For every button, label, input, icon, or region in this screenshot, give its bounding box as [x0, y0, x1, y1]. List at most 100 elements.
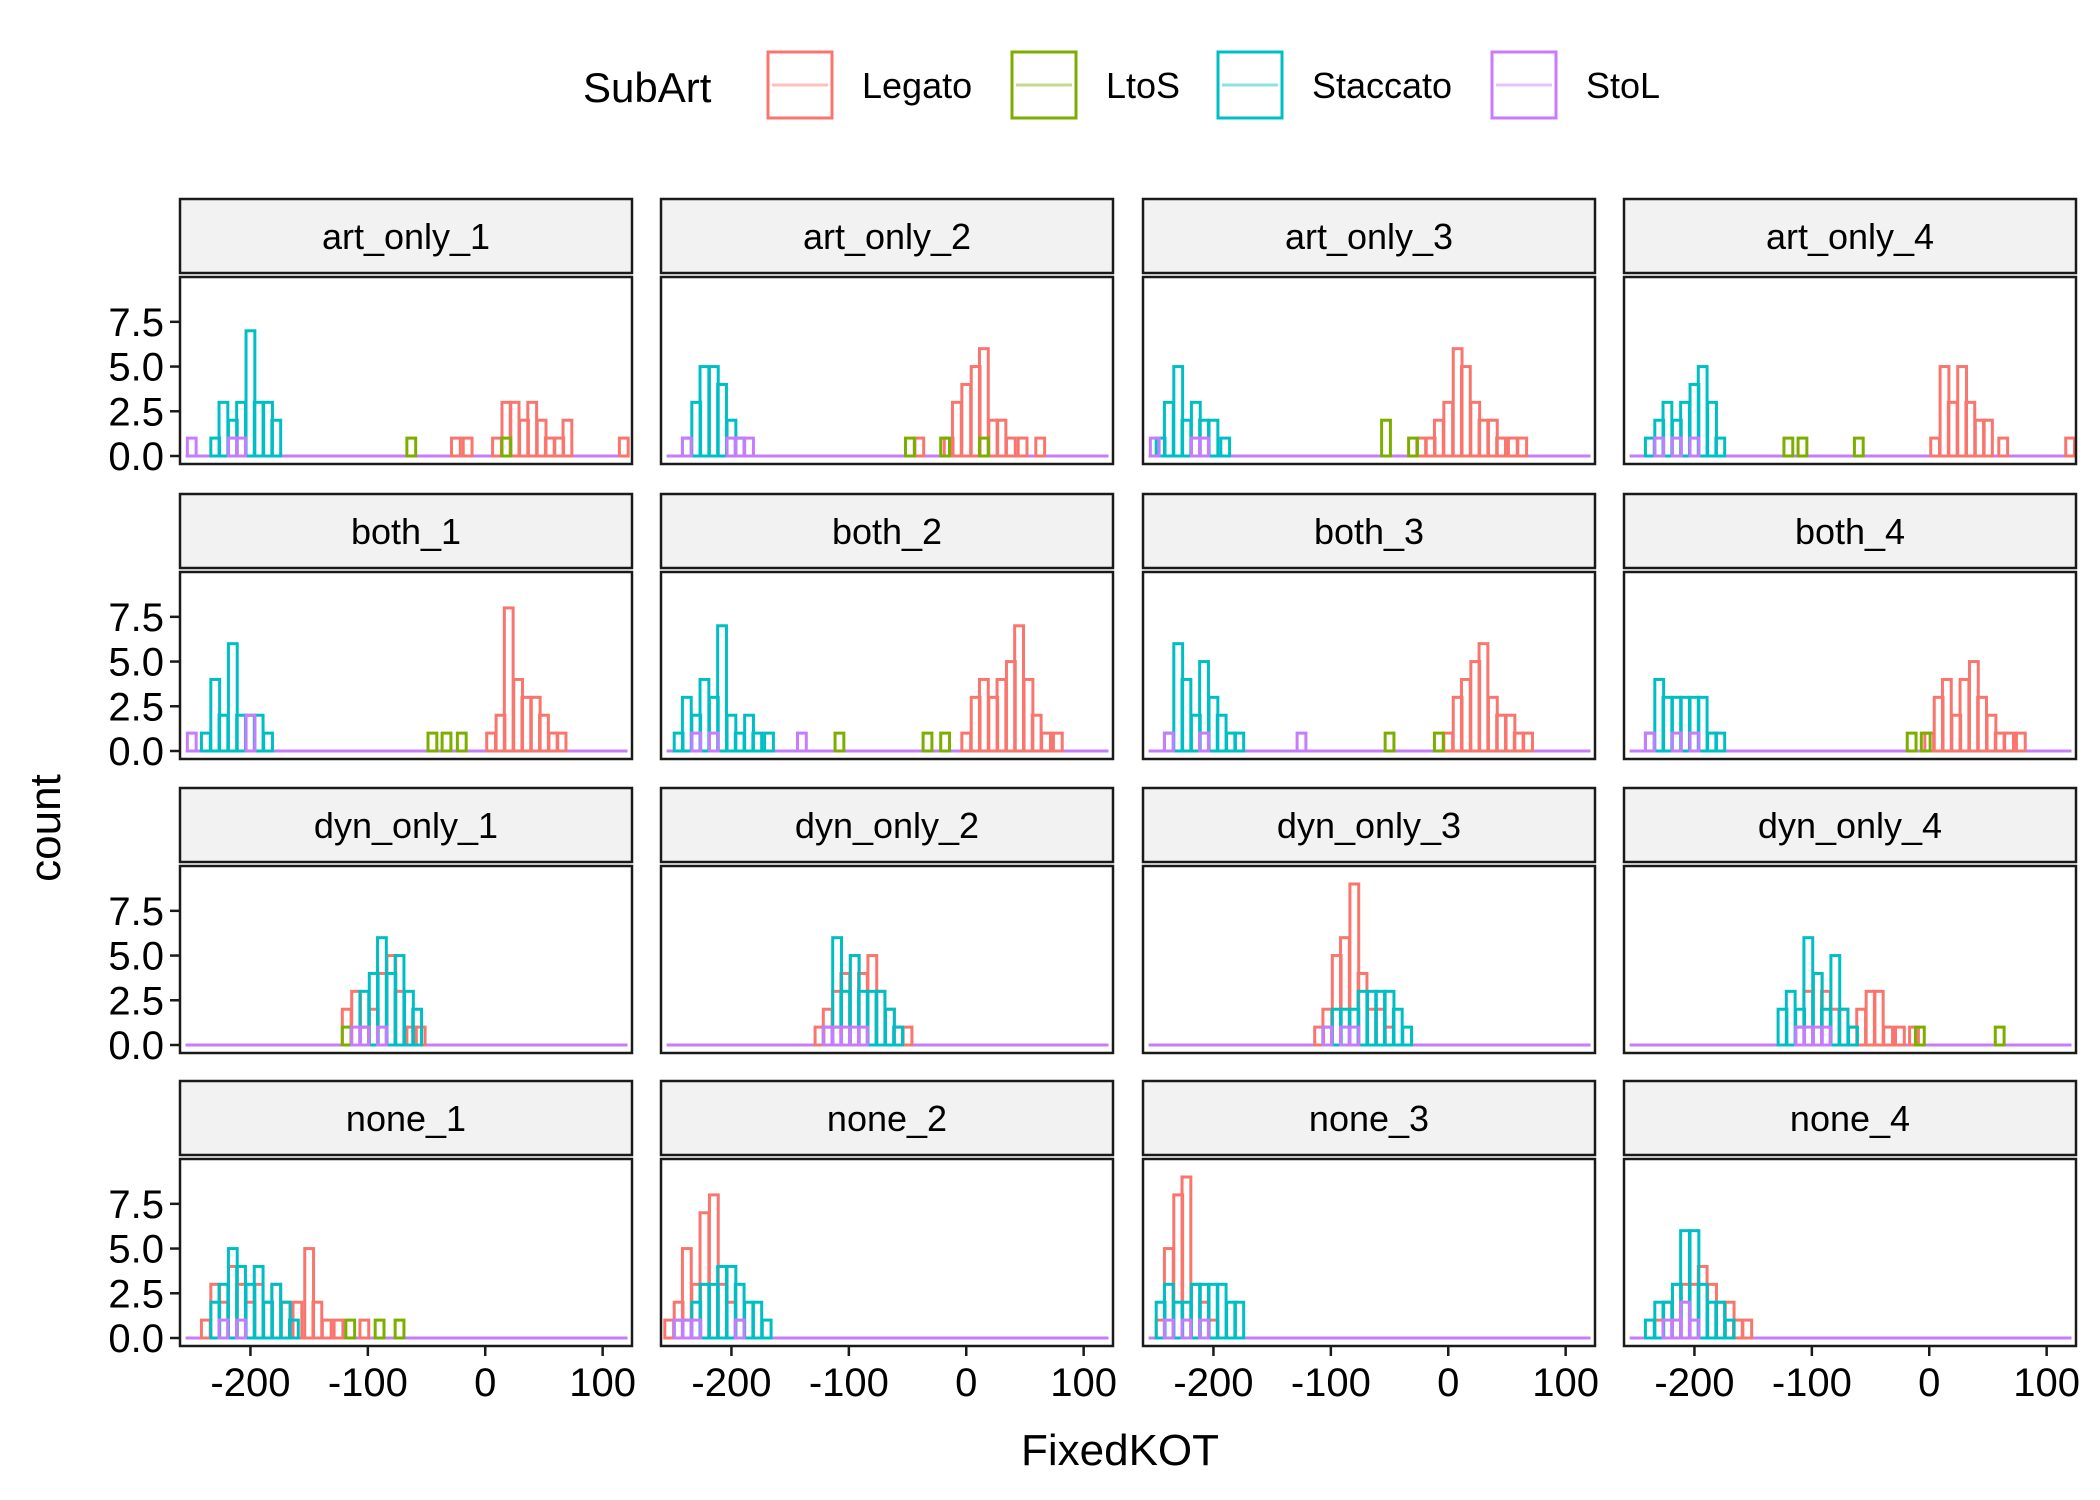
- legend-key-stol: [1490, 50, 1558, 120]
- bar-legato: [555, 731, 568, 753]
- bar-staccato: [760, 1318, 773, 1340]
- bar-ltos: [1380, 418, 1392, 458]
- facet-panel-border: [1141, 1157, 1597, 1348]
- facet-panel-border: [1622, 864, 2078, 1055]
- bar-staccato: [287, 1318, 300, 1340]
- facet-strip-label: none_3: [1309, 1098, 1429, 1139]
- facet-panel-border: [659, 1157, 1115, 1348]
- facet-dyn-only-3: dyn_only_3: [1141, 786, 1597, 1055]
- bar-staccato: [1219, 436, 1232, 458]
- bar-legato: [617, 436, 630, 458]
- bar-stol: [1321, 1025, 1334, 1047]
- facet-strip-label: both_1: [351, 511, 461, 552]
- bar-ltos: [1407, 436, 1419, 458]
- bar-ltos: [1432, 731, 1445, 753]
- bar-ltos: [903, 436, 916, 458]
- bar-ltos: [440, 731, 453, 753]
- x-tick-label: 100: [1532, 1361, 1599, 1405]
- y-tick-label: 5.0: [108, 1228, 164, 1272]
- x-tick-label: -100: [1772, 1361, 1852, 1405]
- bar-stol: [1198, 436, 1210, 458]
- y-axis-row-3: 0.02.55.07.5: [108, 890, 180, 1068]
- bar-stol: [1688, 436, 1701, 458]
- bar-ltos: [1905, 731, 1918, 753]
- facet-both-3: both_3: [1141, 492, 1597, 761]
- bar-stol: [244, 713, 257, 753]
- bar-stol: [1198, 1318, 1210, 1340]
- y-tick-label: 0.0: [108, 1024, 164, 1068]
- facet-art-only-1: art_only_1: [178, 197, 634, 466]
- bar-stol: [1643, 731, 1656, 753]
- facet-panel: [661, 277, 1113, 464]
- facet-strip: [1622, 786, 2078, 864]
- y-tick-label: 5.0: [108, 641, 164, 685]
- bar-stol: [1180, 1318, 1193, 1340]
- bar-legato: [1982, 418, 1994, 458]
- y-axis-row-1: 0.02.55.07.5: [108, 301, 180, 479]
- facet-panel-border: [659, 864, 1115, 1055]
- bar-staccato: [1847, 1025, 1859, 1047]
- bar-ltos: [1919, 731, 1932, 753]
- bar-staccato: [262, 731, 274, 753]
- bar-stol: [690, 731, 703, 753]
- bar-staccato: [1233, 731, 1246, 753]
- facet-strip: [178, 786, 634, 864]
- facet-strip: [1622, 1079, 2078, 1157]
- facet-panel: [1624, 866, 2076, 1053]
- bar-staccato: [226, 642, 239, 753]
- facet-strip-label: dyn_only_2: [795, 805, 979, 846]
- y-tick-label: 0.0: [108, 1317, 164, 1361]
- facet-panel-border: [178, 275, 634, 466]
- bar-stol: [733, 1318, 746, 1340]
- legend-title: SubArt: [583, 64, 712, 111]
- bar-stol: [1162, 731, 1175, 753]
- bar-stol: [1162, 1318, 1175, 1340]
- facet-panel: [1624, 572, 2076, 759]
- bar-ltos: [373, 1318, 386, 1340]
- facet-panel: [180, 572, 632, 759]
- facet-strip-label: art_only_3: [1285, 216, 1453, 257]
- facet-panel-border: [1622, 275, 2078, 466]
- y-tick-label: 7.5: [108, 1183, 164, 1227]
- y-tick-label: 5.0: [108, 935, 164, 979]
- bar-stol: [795, 731, 808, 753]
- facet-strip-label: none_1: [346, 1098, 466, 1139]
- x-tick-label: 100: [569, 1361, 636, 1405]
- facet-strip: [1622, 197, 2078, 275]
- bar-stol: [1688, 731, 1701, 753]
- bar-legato: [1495, 436, 1507, 458]
- bar-staccato: [1401, 1025, 1414, 1047]
- facet-panel-border: [659, 275, 1115, 466]
- facet-panel-border: [1141, 864, 1597, 1055]
- bar-staccato: [892, 1025, 905, 1047]
- facet-strip: [659, 786, 1115, 864]
- bar-legato: [1040, 731, 1052, 753]
- facet-panel-border: [1141, 570, 1597, 761]
- bar-staccato: [1829, 954, 1842, 1047]
- bar-legato: [1016, 436, 1029, 458]
- legend-label-ltos: LtoS: [1106, 65, 1180, 106]
- y-axis-row-4: 0.02.55.07.5: [108, 1183, 180, 1361]
- bar-staccato: [411, 1007, 424, 1047]
- legend-entries: Legato LtoS Staccato StoL: [766, 50, 1660, 120]
- facet-strip-label: art_only_2: [803, 216, 971, 257]
- bar-stol: [235, 436, 247, 458]
- facet-strip: [178, 197, 634, 275]
- facet-art-only-4: art_only_4: [1622, 197, 2078, 466]
- bar-ltos: [1383, 731, 1396, 753]
- facet-panel: [1143, 277, 1595, 464]
- facet-panel-border: [178, 1157, 634, 1348]
- legend-label-stol: StoL: [1586, 65, 1660, 106]
- facet-strip-label: both_3: [1314, 511, 1424, 552]
- facet-both-1: both_1: [178, 492, 634, 761]
- x-axis-col-2: -200 -100 0 100: [691, 1346, 1117, 1405]
- facet-strip: [659, 197, 1115, 275]
- bar-stol: [1198, 731, 1210, 753]
- x-tick-label: -200: [691, 1361, 771, 1405]
- bar-stol: [1653, 436, 1666, 458]
- bar-ltos: [939, 731, 952, 753]
- facet-panel: [1624, 277, 2076, 464]
- bar-staccato: [1714, 731, 1727, 753]
- bar-stol: [1670, 436, 1683, 458]
- facet-dyn-only-2: dyn_only_2: [659, 786, 1115, 1055]
